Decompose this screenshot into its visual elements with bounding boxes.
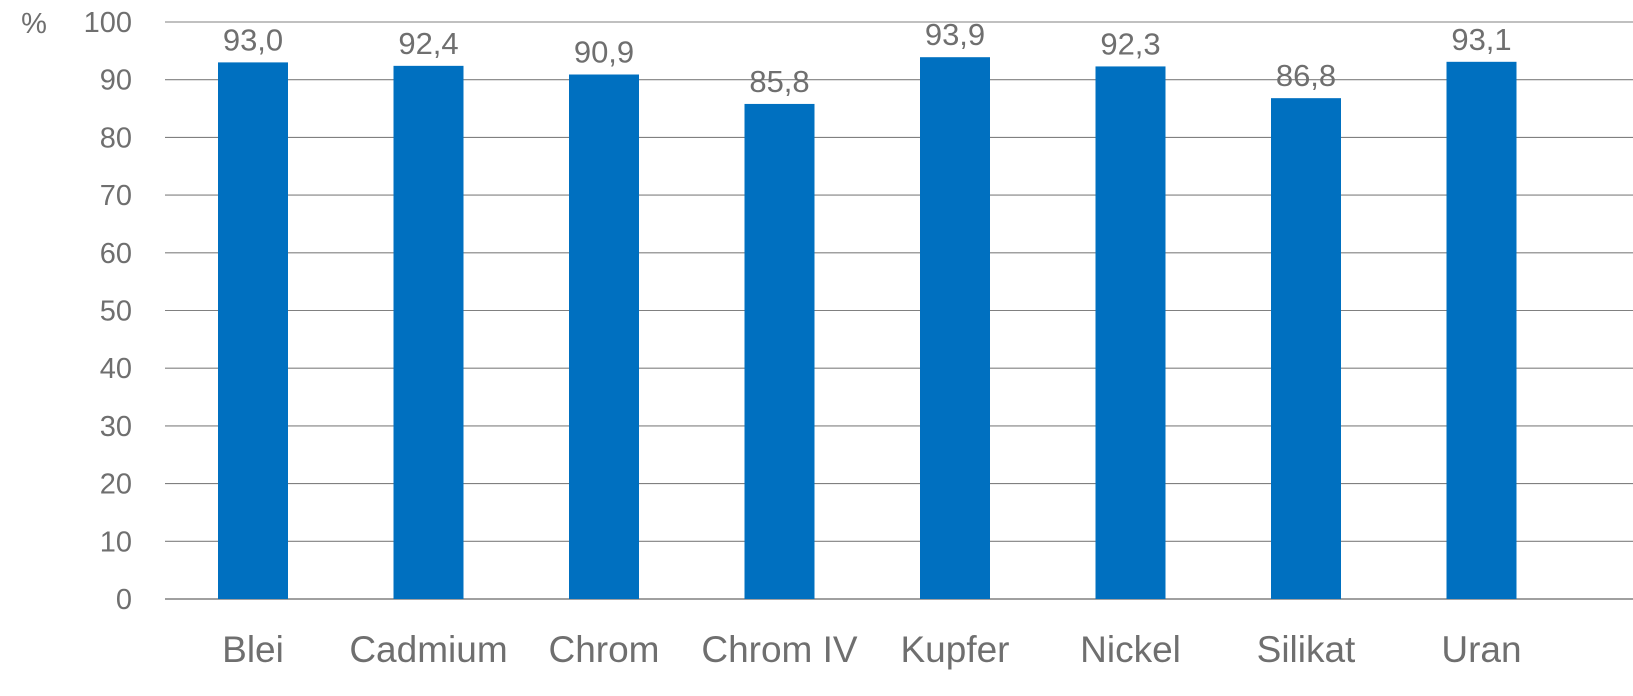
y-tick-label: 60: [100, 238, 132, 270]
data-label: 93,1: [1451, 22, 1511, 57]
y-tick-label: 80: [100, 122, 132, 154]
y-tick-label: 10: [100, 526, 132, 558]
bar-silikat: [1271, 98, 1341, 599]
x-axis-category-labels: Blei Cadmium Chrom Chrom IV Kupfer Nickel Sili…: [222, 629, 1521, 670]
category-label: Uran: [1441, 629, 1521, 670]
y-tick-label: 70: [100, 180, 132, 212]
bar-cadmium: [393, 65, 464, 600]
data-label: 85,8: [749, 64, 809, 99]
category-label: Kupfer: [900, 629, 1009, 670]
bar-nickel: [1095, 66, 1166, 599]
category-label: Cadmium: [349, 629, 507, 670]
y-tick-label: 100: [84, 7, 132, 39]
category-label: Silikat: [1257, 629, 1356, 670]
data-labels: 93,0 92,4 90,9 85,8 93,9 92,3 86,8 93,1: [223, 17, 1512, 99]
bar-chrom: [569, 74, 639, 599]
bar-chrom-iv: [744, 103, 815, 600]
y-tick-label: 50: [100, 296, 132, 328]
category-label: Chrom: [548, 629, 659, 670]
y-axis-unit-label: %: [21, 8, 47, 40]
gridlines: [165, 21, 1633, 600]
y-tick-label: 30: [100, 411, 132, 443]
y-tick-label: 90: [100, 65, 132, 97]
category-label: Chrom IV: [701, 629, 858, 670]
data-label: 86,8: [1276, 58, 1336, 93]
category-label: Nickel: [1080, 629, 1181, 670]
y-axis-tick-labels: 0 10 20 30 40 50 60 70 80 90 100: [84, 7, 132, 616]
y-tick-label: 20: [100, 469, 132, 501]
data-label: 93,0: [223, 22, 283, 57]
data-label: 92,4: [398, 26, 458, 61]
bar-uran: [1446, 61, 1517, 600]
data-label: 90,9: [574, 35, 634, 70]
bars: [218, 57, 1517, 600]
bar-kupfer: [920, 57, 990, 599]
y-tick-label: 0: [116, 584, 132, 616]
category-label: Blei: [222, 629, 284, 670]
data-label: 92,3: [1100, 26, 1160, 61]
bar-blei: [218, 62, 288, 599]
y-tick-label: 40: [100, 353, 132, 385]
data-label: 93,9: [925, 17, 985, 52]
